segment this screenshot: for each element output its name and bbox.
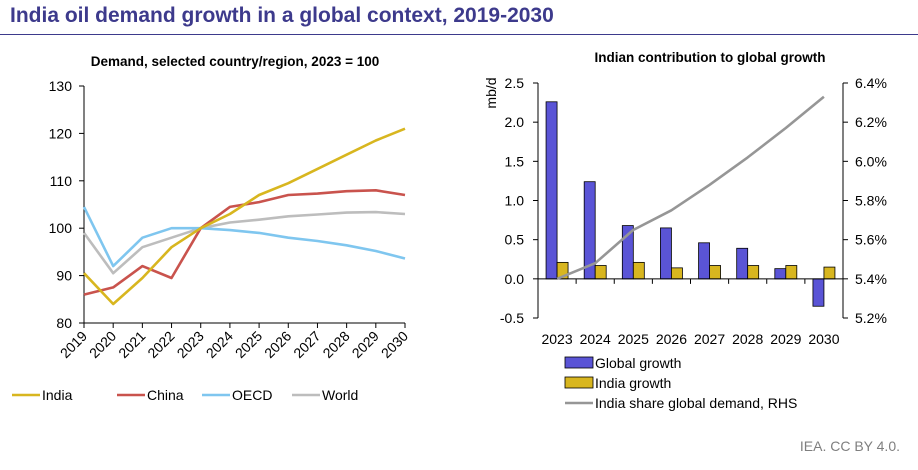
y-tick-label: 120 bbox=[49, 125, 73, 141]
x-tick-label: 2023 bbox=[174, 328, 207, 361]
x-tick-label: 2023 bbox=[541, 331, 572, 347]
y-axis-label: mb/d bbox=[483, 77, 499, 108]
bar-global-growth bbox=[774, 268, 787, 280]
legend-label-world: World bbox=[322, 387, 358, 403]
legend-swatch-india-growth bbox=[564, 376, 594, 389]
y2-tick-label: 6.2% bbox=[855, 114, 887, 130]
series-line-world bbox=[82, 210, 406, 275]
legend-label-india-growth: India growth bbox=[595, 375, 671, 391]
y2-tick-label: 5.8% bbox=[855, 193, 887, 209]
legend-label-global-growth: Global growth bbox=[595, 355, 681, 371]
bar-india-growth bbox=[747, 265, 760, 280]
series-line-india bbox=[83, 127, 406, 306]
contribution-bar-chart: Indian contribution to global growth mb/d… bbox=[483, 50, 887, 411]
chart-title: Indian contribution to global growth bbox=[595, 50, 826, 65]
y-tick-label: 110 bbox=[50, 173, 73, 189]
bar-india-growth bbox=[823, 266, 836, 280]
x-tick-label: 2029 bbox=[770, 331, 801, 347]
bar-india-growth bbox=[785, 265, 798, 280]
chart-title: Demand, selected country/region, 2023 = … bbox=[91, 54, 380, 69]
x-tick-label: 2028 bbox=[732, 331, 763, 347]
x-tick-label: 2025 bbox=[232, 328, 265, 361]
y-tick-label: -0.5 bbox=[500, 310, 524, 326]
x-tick-label: 2021 bbox=[115, 328, 148, 361]
bar-india-growth bbox=[671, 267, 683, 280]
bar-india-growth bbox=[632, 261, 645, 280]
page-title: India oil demand growth in a global cont… bbox=[10, 4, 554, 27]
title-divider bbox=[0, 34, 918, 35]
x-tick-label: 2030 bbox=[378, 328, 411, 361]
y-tick-label: 1.5 bbox=[505, 153, 525, 169]
y-tick-label: 1.0 bbox=[505, 193, 525, 209]
y-tick-label: 2.0 bbox=[505, 114, 525, 130]
bar-global-growth bbox=[660, 227, 672, 280]
bar-global-growth bbox=[812, 278, 825, 307]
source-credit: IEA. CC BY 4.0. bbox=[799, 438, 900, 454]
legend-label-oecd: OECD bbox=[232, 387, 272, 403]
y-tick-label: 90 bbox=[56, 268, 72, 284]
series-line-oecd bbox=[82, 206, 406, 268]
y-tick-label: 2.5 bbox=[505, 75, 525, 91]
x-tick-label: 2022 bbox=[144, 328, 177, 361]
y2-tick-label: 5.6% bbox=[855, 232, 887, 248]
y-tick-label: 130 bbox=[49, 78, 73, 94]
bar-india-growth bbox=[709, 265, 721, 280]
x-tick-label: 2027 bbox=[694, 331, 725, 347]
x-tick-label: 2028 bbox=[319, 328, 352, 361]
x-tick-label: 2024 bbox=[203, 328, 236, 361]
legend-label-india: India bbox=[42, 387, 73, 403]
legend-swatch-global-growth bbox=[564, 356, 594, 369]
legend-label-china: China bbox=[147, 387, 184, 403]
bar-india-growth bbox=[594, 265, 607, 280]
y-tick-label: 0.0 bbox=[505, 271, 525, 287]
series-line-india-share bbox=[556, 95, 825, 281]
x-tick-label: 2030 bbox=[808, 331, 839, 347]
x-tick-label: 2019 bbox=[57, 328, 90, 361]
x-tick-label: 2024 bbox=[580, 331, 611, 347]
x-tick-label: 2025 bbox=[618, 331, 649, 347]
legend-label-india-share: India share global demand, RHS bbox=[595, 395, 797, 411]
y-tick-label: 80 bbox=[56, 315, 72, 331]
y-tick-label: 100 bbox=[49, 220, 73, 236]
y2-tick-label: 6.4% bbox=[855, 75, 887, 91]
x-tick-label: 2026 bbox=[261, 328, 294, 361]
x-tick-label: 2020 bbox=[86, 328, 119, 361]
bar-global-growth bbox=[736, 247, 749, 280]
bar-global-growth bbox=[545, 101, 558, 280]
y-tick-label: 0.5 bbox=[505, 232, 525, 248]
x-tick-label: 2026 bbox=[656, 331, 687, 347]
demand-line-chart: Demand, selected country/region, 2023 = … bbox=[12, 54, 411, 403]
y2-tick-label: 5.4% bbox=[855, 271, 887, 287]
x-tick-label: 2029 bbox=[349, 328, 382, 361]
x-tick-label: 2027 bbox=[290, 328, 323, 361]
y2-tick-label: 5.2% bbox=[855, 310, 887, 326]
bar-global-growth bbox=[698, 242, 710, 280]
y2-tick-label: 6.0% bbox=[855, 153, 887, 169]
